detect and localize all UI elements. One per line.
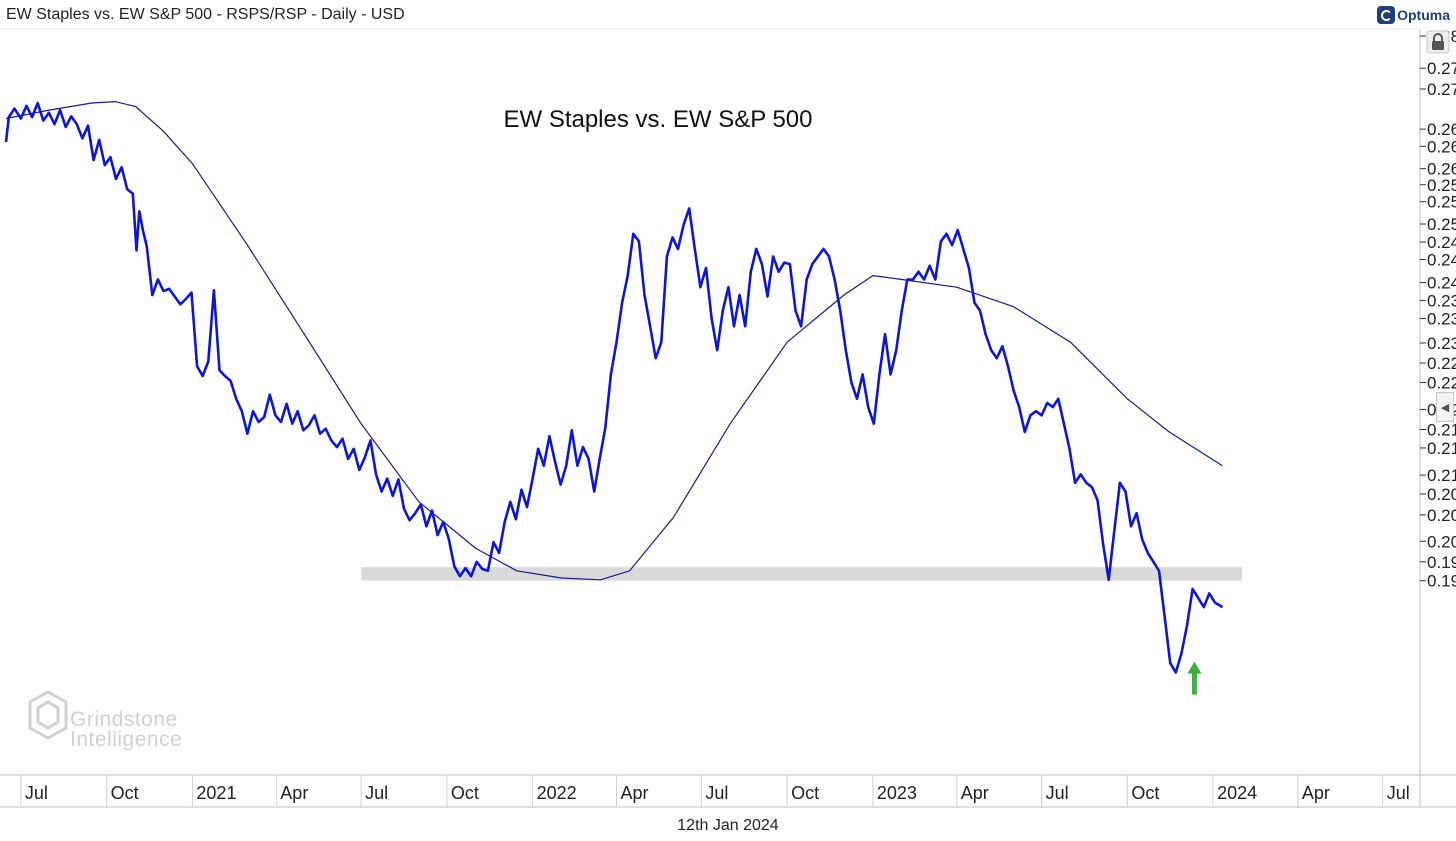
chart-title: EW Staples vs. EW S&P 500: [503, 106, 812, 133]
y-tick-label: 0.24: [1427, 274, 1456, 293]
y-tick-label: 0.25: [1427, 176, 1456, 195]
y-tick-label: 0.20: [1427, 485, 1456, 504]
lock-icon: [1426, 30, 1450, 54]
support-band: [361, 567, 1242, 581]
y-tick-label: 0.26: [1427, 137, 1456, 156]
price-series: [4, 101, 1224, 674]
y-tick-label: 0.20: [1427, 506, 1456, 525]
y-tick-label: 0.27: [1427, 59, 1456, 78]
x-tick-label: Apr: [961, 783, 989, 803]
chart-header: EW Staples vs. EW S&P 500 - RSPS/RSP - D…: [0, 0, 1456, 30]
x-tick-label: Jul: [365, 783, 388, 803]
x-tick-label: 2024: [1217, 783, 1257, 803]
x-tick-label: Oct: [791, 783, 819, 803]
moving-average-line: [5, 100, 1223, 581]
x-tick-label: 2021: [196, 783, 236, 803]
y-tick-label: 0.21: [1427, 439, 1456, 458]
watermark-logo-icon: [28, 690, 68, 740]
y-tick-label: 0.21: [1427, 420, 1456, 439]
x-tick-label: Apr: [621, 783, 649, 803]
y-tick-label: 0.23: [1427, 334, 1456, 353]
x-tick-label: Oct: [111, 783, 139, 803]
y-tick-label: 0.19: [1427, 572, 1456, 591]
y-tick-label: 0.25: [1427, 215, 1456, 234]
y-tick-label: 0.22: [1427, 354, 1456, 373]
y-tick-label: 0.26: [1427, 160, 1456, 179]
x-tick-label: 2023: [877, 783, 917, 803]
moving-average-series: [5, 100, 1223, 581]
x-tick-label: Jul: [1046, 783, 1069, 803]
x-tick-label: 2022: [537, 783, 577, 803]
watermark-line-2: Intelligence: [70, 728, 183, 751]
x-tick-label: Jul: [705, 783, 728, 803]
x-tick-label: Oct: [451, 783, 479, 803]
collapse-panel-button[interactable]: ◀: [1436, 392, 1454, 422]
x-tick-label: Oct: [1131, 783, 1159, 803]
chevron-left-icon: ◀: [1440, 401, 1450, 414]
x-tick-label: Apr: [1302, 783, 1330, 803]
y-tick-label: 0.26: [1427, 120, 1456, 139]
y-tick-label: 0.23: [1427, 309, 1456, 328]
watermark: Grindstone Intelligence: [26, 690, 226, 751]
support-zone: [361, 567, 1242, 581]
y-tick-label: 0.22: [1427, 373, 1456, 392]
y-tick-label: 0.21: [1427, 466, 1456, 485]
up-arrow-head: [1187, 661, 1202, 674]
lock-button[interactable]: [1424, 29, 1452, 55]
footer-date: 12th Jan 2024: [677, 817, 779, 834]
up-arrow-shaft: [1191, 672, 1197, 695]
chart-header-title: EW Staples vs. EW S&P 500 - RSPS/RSP - D…: [6, 6, 405, 23]
up-arrow-icon: [1187, 661, 1202, 695]
y-tick-label: 0.20: [1427, 532, 1456, 551]
y-tick-label: 0.25: [1427, 193, 1456, 212]
y-tick-label: 0.23: [1427, 291, 1456, 310]
y-tick-label: 0.24: [1427, 233, 1456, 252]
optuma-logo-icon: [1377, 6, 1396, 24]
x-tick-label: Jul: [1387, 783, 1410, 803]
y-axis: 0.280.270.270.260.260.260.250.250.250.24…: [1420, 27, 1456, 591]
y-tick-label: 0.24: [1427, 251, 1456, 270]
x-tick-label: Jul: [25, 783, 48, 803]
watermark-line-1: Grindstone: [70, 708, 178, 731]
annotation-markers: [1187, 661, 1202, 695]
brand-name: Optuma: [1397, 7, 1450, 23]
y-tick-label: 0.19: [1427, 553, 1456, 572]
x-axis: Jul Oct 2021 Apr Jul Oct 2022 Apr Jul Oct 2023 Apr J…: [20, 775, 1410, 807]
ratio-line: [4, 101, 1224, 674]
y-tick-label: 0.27: [1427, 80, 1456, 99]
x-tick-label: Apr: [280, 783, 308, 803]
optuma-logo: Optuma: [1377, 3, 1450, 27]
